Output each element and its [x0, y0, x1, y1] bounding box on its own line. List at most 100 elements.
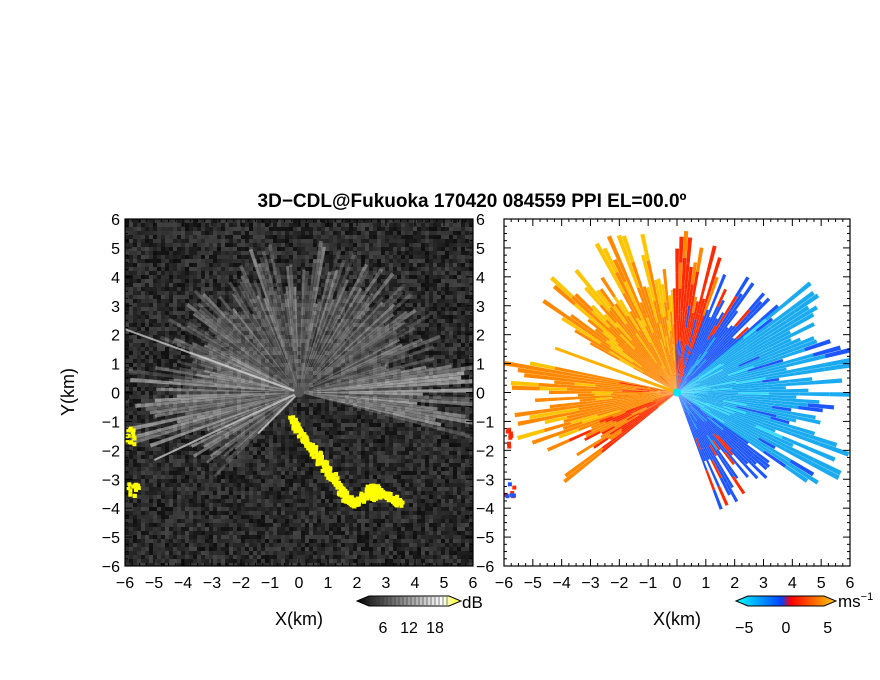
noise-cell: [309, 299, 313, 303]
noise-cell: [173, 423, 177, 427]
noise-cell: [433, 223, 437, 227]
noise-cell: [341, 415, 345, 419]
noise-cell: [233, 351, 237, 355]
noise-cell: [301, 239, 305, 243]
noise-cell: [421, 247, 425, 251]
noise-cell: [181, 407, 185, 411]
noise-cell: [181, 323, 185, 327]
noise-cell: [245, 259, 249, 263]
noise-cell: [161, 423, 165, 427]
noise-cell: [369, 431, 373, 435]
noise-cell: [165, 407, 169, 411]
noise-cell: [241, 247, 245, 251]
noise-cell: [301, 363, 305, 367]
noise-cell: [393, 303, 397, 307]
noise-cell: [321, 347, 325, 351]
noise-cell: [321, 295, 325, 299]
noise-cell: [317, 255, 321, 259]
noise-cell: [185, 227, 189, 231]
noise-cell: [305, 419, 309, 423]
noise-cell: [305, 295, 309, 299]
noise-cell: [409, 255, 413, 259]
noise-cell: [425, 387, 429, 391]
noise-cell: [261, 287, 265, 291]
noise-cell: [405, 227, 409, 231]
noise-cell: [401, 435, 405, 439]
noise-cell: [385, 251, 389, 255]
noise-cell: [225, 351, 229, 355]
noise-cell: [381, 355, 385, 359]
noise-cell: [157, 443, 161, 447]
noise-cell: [401, 403, 405, 407]
noise-cell: [341, 239, 345, 243]
noise-cell: [449, 403, 453, 407]
noise-cell: [389, 435, 393, 439]
noise-cell: [265, 263, 269, 267]
noise-cell: [429, 287, 433, 291]
noise-cell: [161, 251, 165, 255]
noise-cell: [217, 235, 221, 239]
noise-cell: [145, 303, 149, 307]
noise-cell: [349, 263, 353, 267]
noise-cell: [405, 247, 409, 251]
noise-cell: [321, 319, 325, 323]
noise-cell: [265, 387, 269, 391]
noise-cell: [429, 395, 433, 399]
noise-cell: [217, 415, 221, 419]
noise-cell: [129, 235, 133, 239]
noise-cell: [133, 383, 137, 387]
noise-cell: [201, 443, 205, 447]
noise-cell: [157, 323, 161, 327]
noise-cell: [245, 447, 249, 451]
noise-cell: [269, 323, 273, 327]
noise-cell: [365, 223, 369, 227]
noise-cell: [333, 327, 337, 331]
noise-cell: [453, 351, 457, 355]
noise-cell: [217, 259, 221, 263]
noise-cell: [337, 223, 341, 227]
noise-cell: [389, 351, 393, 355]
noise-cell: [221, 295, 225, 299]
noise-cell: [421, 315, 425, 319]
noise-cell: [397, 235, 401, 239]
noise-cell: [173, 235, 177, 239]
noise-cell: [421, 291, 425, 295]
noise-cell: [413, 263, 417, 267]
noise-cell: [225, 327, 229, 331]
noise-cell: [233, 415, 237, 419]
noise-cell: [329, 283, 333, 287]
noise-cell: [445, 267, 449, 271]
noise-cell: [389, 311, 393, 315]
noise-cell: [445, 359, 449, 363]
noise-cell: [133, 315, 137, 319]
noise-cell: [177, 395, 181, 399]
noise-cell: [273, 319, 277, 323]
noise-cell: [341, 311, 345, 315]
noise-cell: [273, 239, 277, 243]
noise-cell: [149, 379, 153, 383]
noise-cell: [189, 379, 193, 383]
noise-cell: [169, 247, 173, 251]
noise-cell: [317, 407, 321, 411]
noise-cell: [309, 431, 313, 435]
noise-cell: [261, 339, 265, 343]
noise-cell: [201, 379, 205, 383]
noise-cell: [209, 411, 213, 415]
noise-cell: [309, 395, 313, 399]
noise-cell: [345, 359, 349, 363]
noise-cell: [185, 355, 189, 359]
noise-cell: [453, 431, 457, 435]
noise-cell: [385, 439, 389, 443]
noise-cell: [337, 307, 341, 311]
noise-cell: [461, 231, 465, 235]
noise-cell: [461, 435, 465, 439]
noise-cell: [209, 371, 213, 375]
noise-cell: [241, 231, 245, 235]
noise-cell: [169, 319, 173, 323]
noise-cell: [325, 227, 329, 231]
noise-cell: [189, 219, 193, 223]
noise-cell: [173, 307, 177, 311]
noise-cell: [341, 275, 345, 279]
noise-cell: [197, 243, 201, 247]
noise-cell: [285, 375, 289, 379]
